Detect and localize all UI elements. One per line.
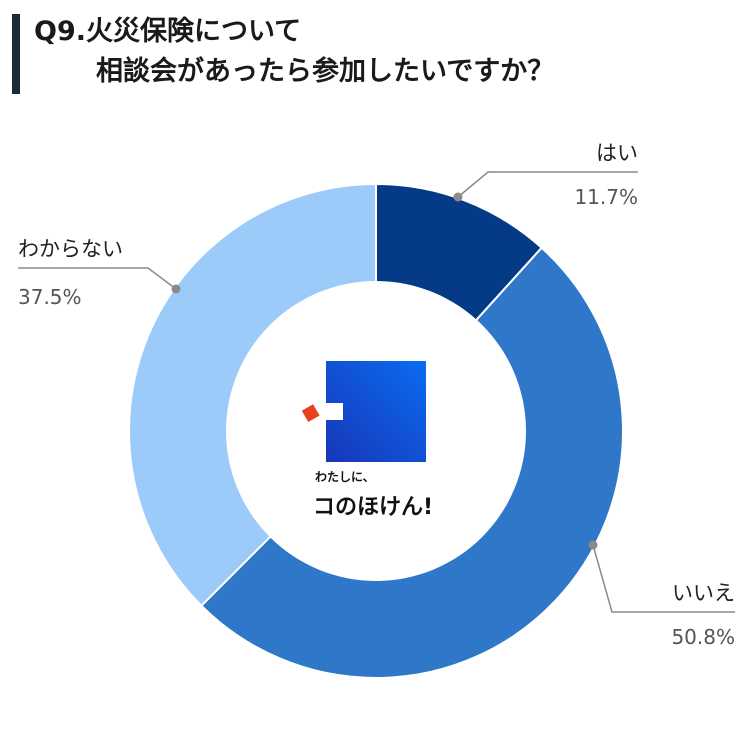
slice-value-3: 37.5% bbox=[18, 285, 82, 309]
leader-line-3 bbox=[18, 267, 177, 290]
leader-line-1 bbox=[457, 171, 638, 198]
slice-value-2: 50.8% bbox=[671, 625, 735, 649]
slice-label-2: いいえ bbox=[672, 581, 735, 605]
slice-labels: はい 11.7% いいえ 50.8% わからない 37.5% bbox=[18, 141, 735, 649]
logo-notch bbox=[323, 403, 343, 420]
logo: わたしに、 コのほけん! bbox=[301, 361, 433, 520]
title-line-1: Q9.火災保険について bbox=[34, 16, 302, 47]
chart-title: Q9.火災保険について 相談会があったら参加したいですか？ bbox=[34, 12, 554, 92]
leader-dot-1 bbox=[453, 192, 463, 202]
leader-lines bbox=[18, 171, 735, 613]
title-accent-bar bbox=[12, 14, 20, 94]
logo-red-diamond bbox=[301, 404, 320, 423]
leader-line-2 bbox=[592, 544, 735, 613]
slice-label-1: はい bbox=[596, 141, 638, 165]
logo-big-text: コのほけん! bbox=[313, 495, 433, 520]
logo-small-text: わたしに、 bbox=[315, 470, 375, 484]
leader-dot-2 bbox=[588, 540, 598, 550]
slice-value-1: 11.7% bbox=[574, 185, 638, 209]
slice-label-3: わからない bbox=[18, 237, 123, 261]
title-line-2: 相談会があったら参加したいですか？ bbox=[96, 56, 555, 87]
leader-dot-3 bbox=[171, 284, 181, 294]
